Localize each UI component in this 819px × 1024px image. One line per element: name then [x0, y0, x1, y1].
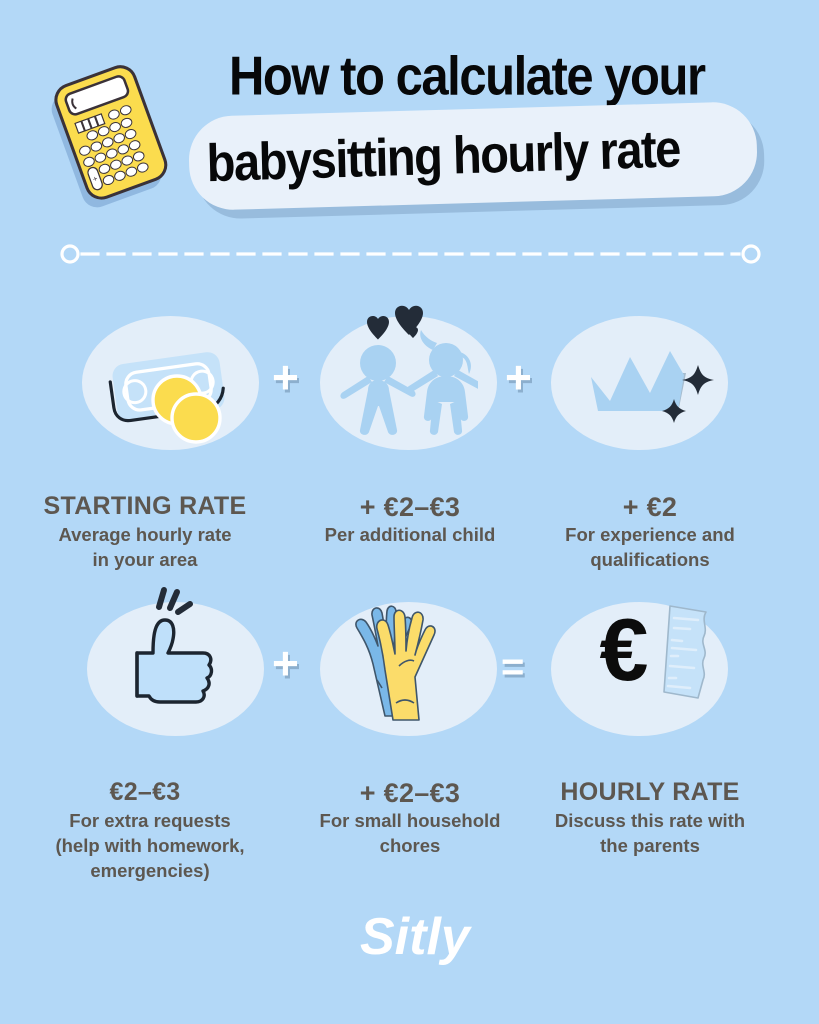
svg-text:Sitly: Sitly	[360, 908, 473, 966]
svg-text:€: €	[600, 600, 649, 699]
